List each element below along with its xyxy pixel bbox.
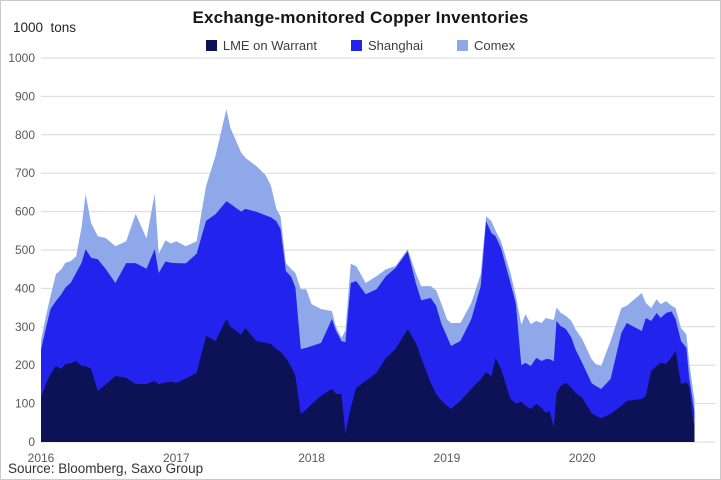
y-tick-label: 100 — [15, 397, 35, 411]
legend-item-shanghai: Shanghai — [351, 38, 423, 53]
y-tick-label: 300 — [15, 320, 35, 334]
x-tick-label: 2016 — [28, 451, 55, 465]
y-tick-label: 1000 — [8, 51, 35, 65]
legend-label-lme: LME on Warrant — [222, 38, 318, 53]
y-tick-label: 200 — [15, 358, 35, 372]
y-tick-label: 400 — [15, 281, 35, 295]
y-axis-unit-label: 1000 tons — [13, 20, 77, 35]
area-lme-on-warrant — [41, 319, 695, 442]
x-tick-label: 2018 — [298, 451, 325, 465]
legend-label-shanghai: Shanghai — [368, 38, 423, 53]
y-tick-label: 0 — [28, 435, 35, 449]
shanghai-swatch-icon — [351, 40, 363, 51]
y-tick-label: 800 — [15, 128, 35, 142]
y-tick-label: 600 — [15, 205, 35, 219]
x-tick-label: 2020 — [569, 451, 596, 465]
legend-label-comex: Comex — [473, 38, 516, 53]
chart-title: Exchange-monitored Copper Inventories — [192, 8, 529, 27]
legend: LME on Warrant Shanghai Comex — [1, 38, 720, 53]
x-tick-label: 2019 — [434, 451, 461, 465]
y-tick-label: 700 — [15, 166, 35, 180]
source-note: Source: Bloomberg, Saxo Group — [8, 461, 204, 476]
legend-item-comex: Comex — [456, 38, 516, 53]
legend-item-lme: LME on Warrant — [205, 38, 318, 53]
y-tick-label: 500 — [15, 243, 35, 257]
y-tick-label: 900 — [15, 89, 35, 103]
comex-swatch-icon — [456, 40, 468, 51]
x-tick-label: 2017 — [163, 451, 190, 465]
lme-swatch-icon — [205, 40, 217, 51]
